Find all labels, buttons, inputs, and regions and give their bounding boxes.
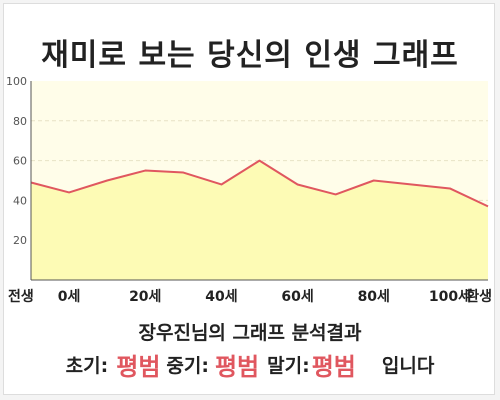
early-label: 초기: (65, 354, 109, 377)
late-label: 말기: (267, 354, 310, 377)
middle-value: 평범 (214, 352, 260, 381)
y-tick-label: 60 (13, 155, 27, 168)
x-tick-label: 100세 (429, 289, 471, 305)
y-tick-label: 80 (13, 115, 27, 128)
x-tick-label: 전생 (8, 288, 34, 305)
x-tick-label: 20세 (129, 289, 161, 305)
x-tick-label: 0세 (58, 289, 81, 305)
x-tick-label: 환생 (466, 288, 492, 305)
analysis-subtitle: 장우진님의 그래프 분석결과 (138, 322, 362, 344)
result-suffix: 입니다 (381, 354, 435, 377)
x-tick-label: 60세 (281, 289, 313, 305)
area-fill (31, 160, 488, 280)
x-tick-label: 40세 (205, 289, 237, 305)
late-value: 평범 (311, 352, 356, 381)
y-tick-label: 100 (6, 75, 27, 88)
y-tick-label: 20 (13, 234, 27, 247)
y-tick-label: 40 (13, 194, 27, 207)
page-title: 재미로 보는 당신의 인생 그래프 (41, 38, 459, 73)
life-line (30, 159, 489, 208)
x-tick-label: 80세 (358, 289, 390, 305)
early-value: 평범 (116, 352, 161, 381)
result-line: 초기: 평범 중기: 평범 말기: 평범 입니다 (0, 344, 500, 384)
middle-label: 중기: (166, 354, 209, 377)
